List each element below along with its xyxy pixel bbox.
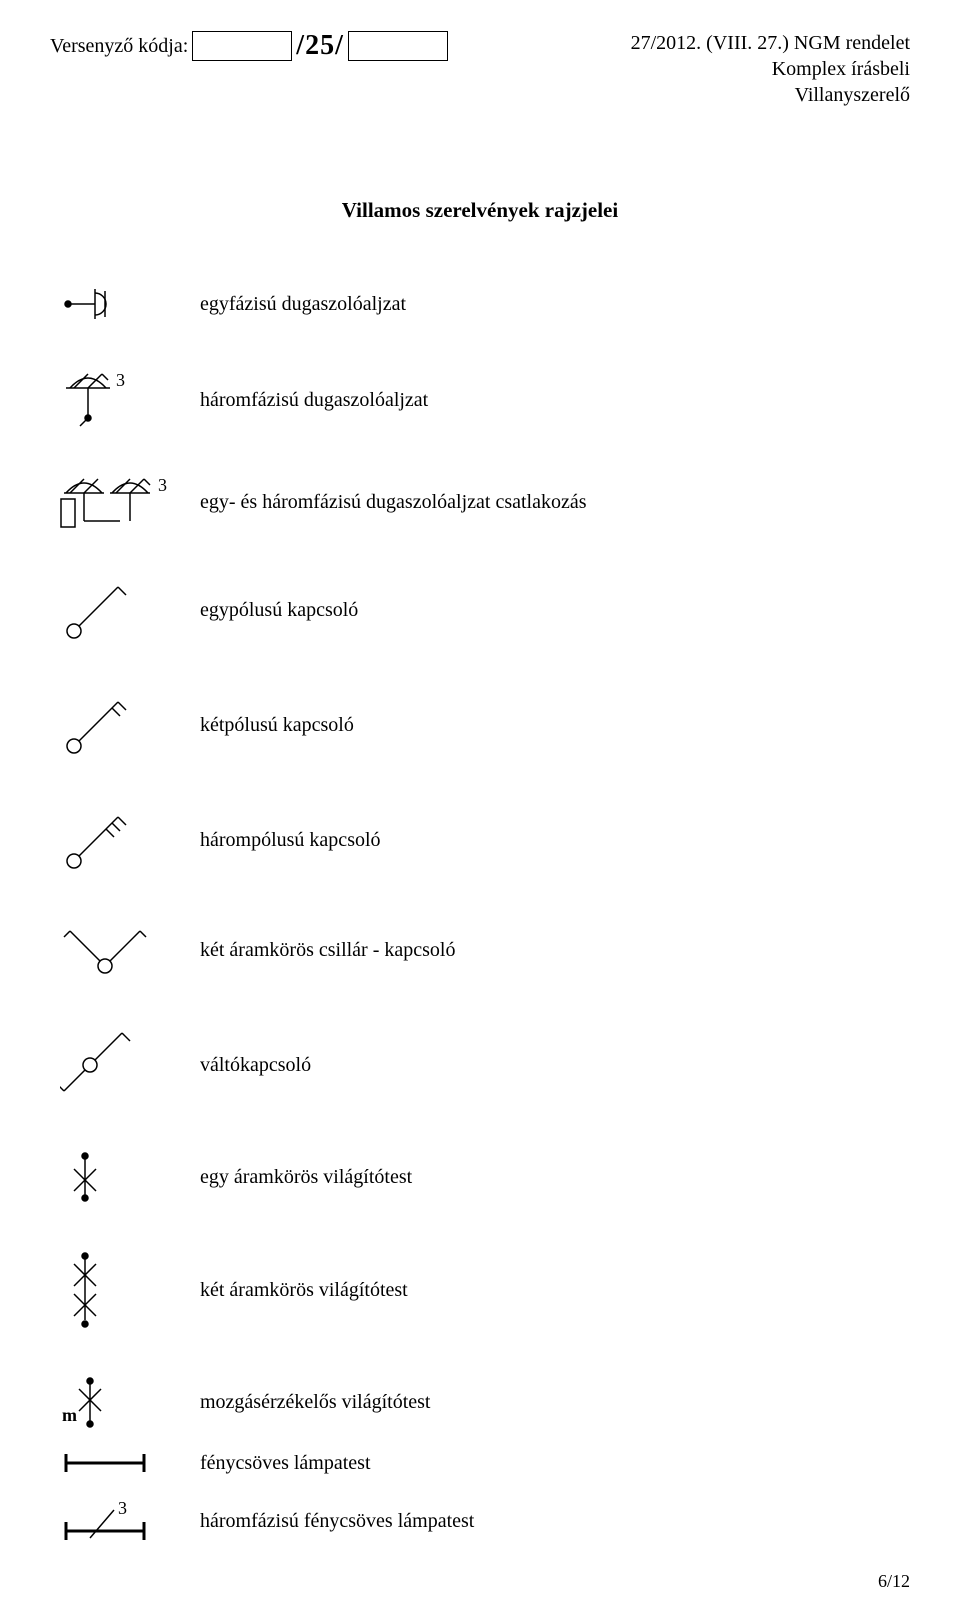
- page-number: 6/12: [878, 1571, 910, 1592]
- symbol-label: hárompólusú kapcsoló: [200, 829, 381, 852]
- symbol-row: kétpólusú kapcsoló: [60, 690, 910, 760]
- page-title: Villamos szerelvények rajzjelei: [50, 198, 910, 223]
- symbol-label: egy áramkörös világítótest: [200, 1166, 412, 1189]
- fluorescent-lamp-icon: [60, 1448, 200, 1478]
- symbol-label: háromfázisú dugaszolóaljzat: [200, 389, 428, 412]
- symbol-row: 3 egy- és háromfázisú dugaszolóaljzat cs…: [60, 475, 910, 530]
- symbol-label: háromfázisú fénycsöves lámpatest: [200, 1510, 474, 1533]
- competitor-code-label: Versenyző kódja:: [50, 35, 188, 58]
- symbol-row: m mozgásérzékelős világítótest: [60, 1375, 910, 1430]
- single-phase-socket-icon: [60, 283, 200, 325]
- symbol-label: fénycsöves lámpatest: [200, 1452, 371, 1475]
- two-circuit-chandelier-switch-icon: [60, 920, 200, 980]
- symbol-row: egypólusú kapcsoló: [60, 575, 910, 645]
- symbol-row: egy áramkörös világítótest: [60, 1150, 910, 1205]
- symbol-row: 3 háromfázisú fénycsöves lámpatest: [60, 1496, 910, 1546]
- symbol-row: 3 háromfázisú dugaszolóaljzat: [60, 370, 910, 430]
- single-three-phase-socket-icon: 3: [60, 475, 200, 530]
- symbol-row: fénycsöves lámpatest: [60, 1448, 910, 1478]
- page-header: Versenyző kódja: /25/ 27/2012. (VIII. 27…: [50, 30, 910, 108]
- single-pole-switch-icon: [60, 575, 200, 645]
- header-right: 27/2012. (VIII. 27.) NGM rendelet Komple…: [631, 30, 910, 108]
- regulation-text: 27/2012. (VIII. 27.) NGM rendelet: [631, 30, 910, 56]
- three-pole-switch-icon: [60, 805, 200, 875]
- symbol-list: egyfázisú dugaszolóaljzat 3 háromfázisú …: [50, 283, 910, 1546]
- two-circuit-light-icon: [60, 1250, 200, 1330]
- symbol-row: egyfázisú dugaszolóaljzat: [60, 283, 910, 325]
- three-phase-fluorescent-lamp-icon: 3: [60, 1496, 200, 1546]
- header-left: Versenyző kódja: /25/: [50, 30, 448, 62]
- symbol-label: két áramkörös csillár - kapcsoló: [200, 939, 455, 962]
- symbol-row: váltókapcsoló: [60, 1025, 910, 1105]
- symbol-label: egy- és háromfázisú dugaszolóaljzat csat…: [200, 491, 587, 514]
- subtitle-2: Villanyszerelő: [631, 82, 910, 108]
- symbol-row: két áramkörös csillár - kapcsoló: [60, 920, 910, 980]
- symbol-label: két áramkörös világítótest: [200, 1279, 408, 1302]
- two-pole-switch-icon: [60, 690, 200, 760]
- single-circuit-light-icon: [60, 1150, 200, 1205]
- subtitle-1: Komplex írásbeli: [631, 56, 910, 82]
- three-phase-socket-icon: 3: [60, 370, 200, 430]
- symbol-label: kétpólusú kapcsoló: [200, 714, 354, 737]
- svg-text:3: 3: [158, 475, 167, 495]
- code-input-box-2: [348, 31, 448, 61]
- svg-text:3: 3: [118, 1498, 127, 1518]
- code-input-box-1: [192, 31, 292, 61]
- symbol-row: két áramkörös világítótest: [60, 1250, 910, 1330]
- svg-text:3: 3: [116, 370, 125, 390]
- symbol-label: egypólusú kapcsoló: [200, 599, 358, 622]
- symbol-label: mozgásérzékelős világítótest: [200, 1391, 430, 1414]
- svg-text:m: m: [62, 1405, 77, 1425]
- symbol-row: hárompólusú kapcsoló: [60, 805, 910, 875]
- changeover-switch-icon: [60, 1025, 200, 1105]
- motion-sensor-light-icon: m: [60, 1375, 200, 1430]
- symbol-label: váltókapcsoló: [200, 1054, 311, 1077]
- symbol-label: egyfázisú dugaszolóaljzat: [200, 293, 406, 316]
- slash-25-label: /25/: [296, 30, 344, 62]
